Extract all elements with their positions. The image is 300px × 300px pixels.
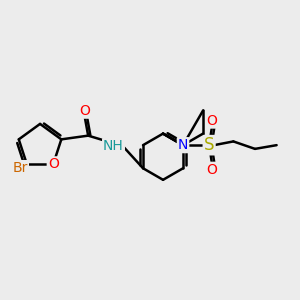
Text: O: O xyxy=(207,114,218,128)
Text: O: O xyxy=(207,163,218,177)
Text: Br: Br xyxy=(13,161,28,175)
Text: O: O xyxy=(79,104,90,118)
Text: N: N xyxy=(178,138,188,152)
Text: S: S xyxy=(204,136,214,154)
Text: NH: NH xyxy=(103,139,124,153)
Text: O: O xyxy=(48,158,58,171)
